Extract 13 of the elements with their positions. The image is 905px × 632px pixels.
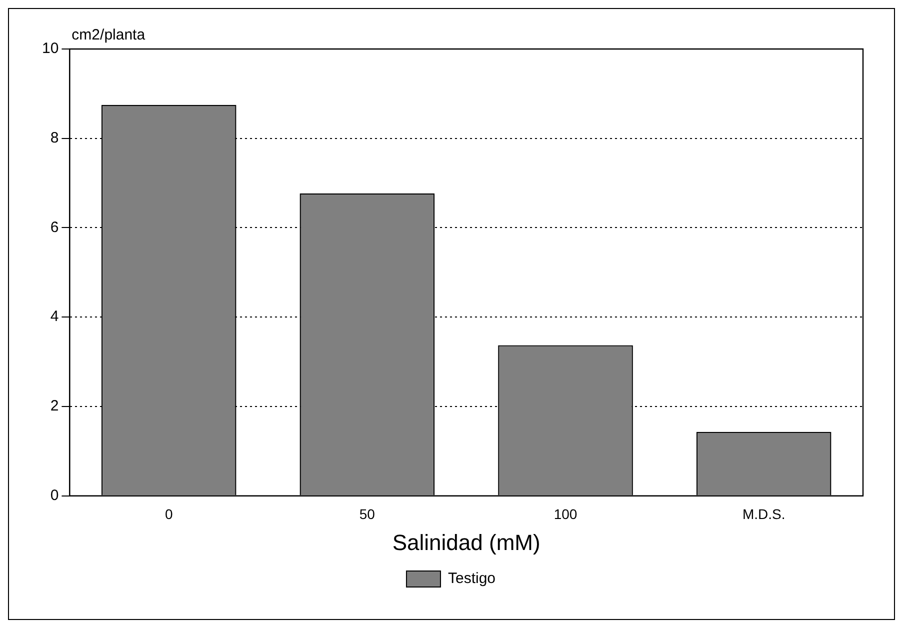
x-axis-title: Salinidad (mM)	[392, 530, 540, 555]
x-tick-label: 100	[554, 506, 578, 522]
y-tick-label: 8	[50, 130, 59, 146]
x-tick-label: 50	[359, 506, 376, 522]
y-tick-label: 10	[42, 40, 59, 58]
y-tick-label: 0	[50, 486, 59, 504]
x-tick-label: M.D.S.	[742, 506, 786, 522]
y-tick-label: 4	[50, 308, 59, 326]
x-tick-label: 0	[164, 506, 173, 522]
legend-label: Testigo	[448, 570, 496, 588]
y-tick-label: 2	[50, 398, 59, 415]
y-axis-title: cm2/planta	[72, 26, 146, 44]
y-tick-label: 6	[50, 218, 59, 236]
